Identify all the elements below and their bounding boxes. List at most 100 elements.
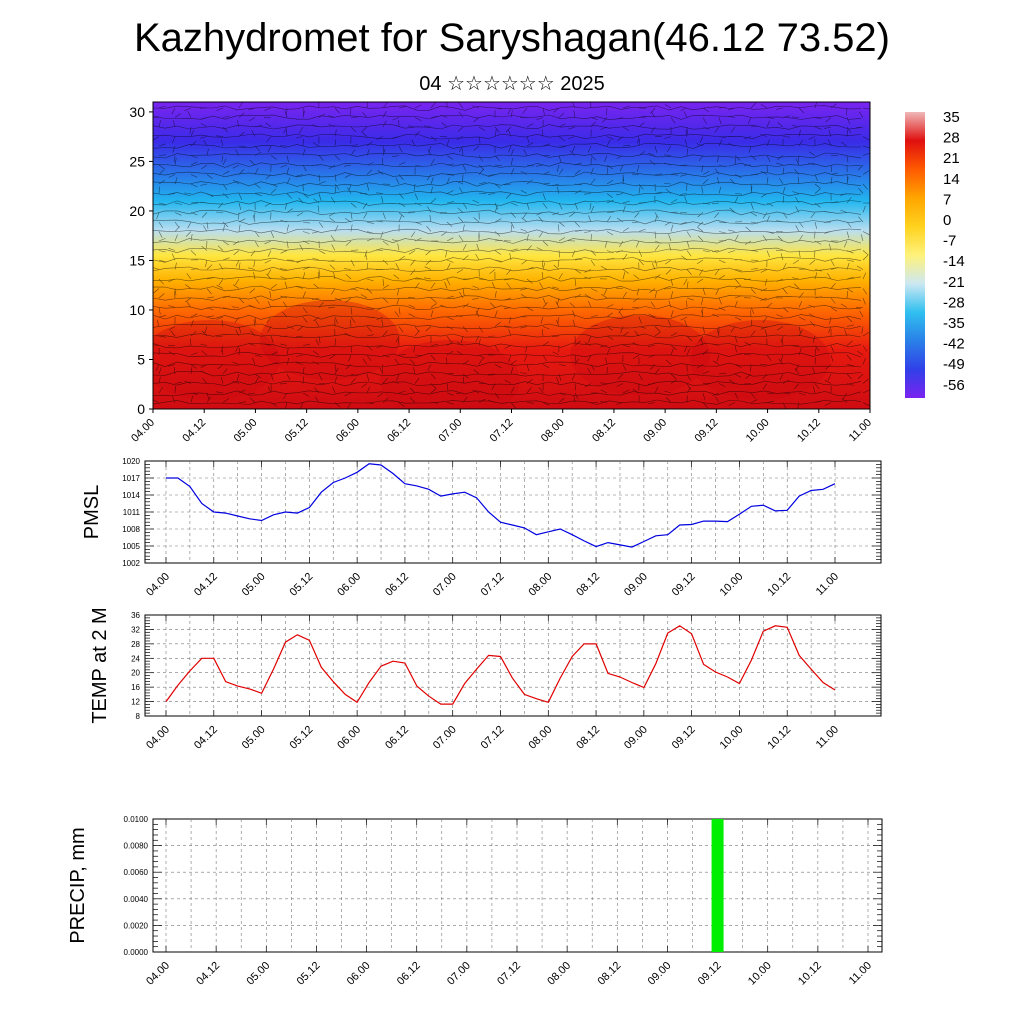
barb-tick — [862, 357, 866, 365]
barb-tick — [424, 125, 432, 128]
barb-tick — [345, 274, 352, 280]
barb-tick — [542, 328, 544, 337]
barb-tick — [222, 307, 230, 310]
barb-tick — [382, 354, 390, 358]
barb-tick — [824, 402, 832, 406]
barb-tick — [475, 335, 480, 343]
warm-core — [570, 315, 710, 395]
barb-tick — [795, 225, 800, 232]
barb-tick — [174, 158, 177, 166]
barb-tick — [808, 136, 816, 140]
barb-tick — [318, 302, 324, 308]
barb-tick — [750, 186, 753, 194]
barb-tick — [750, 202, 754, 210]
barb-tick — [622, 227, 630, 232]
x-tick-label: 04.12 — [192, 724, 220, 752]
x-tick-label: 07.00 — [445, 960, 473, 988]
barb-tick — [397, 243, 400, 251]
barb-tick — [344, 268, 352, 270]
barb-tick — [734, 316, 742, 321]
barb-tick — [334, 364, 337, 372]
barb-tick — [858, 216, 864, 223]
barb-tick — [728, 107, 736, 111]
barb-tick — [318, 221, 324, 228]
barb-tick — [862, 389, 870, 394]
barb-tick — [590, 205, 595, 213]
barb-tick — [778, 358, 784, 365]
barb-tick — [556, 164, 560, 172]
barb-tick — [664, 390, 672, 394]
barb-tick — [782, 115, 790, 118]
barb-tick — [846, 354, 852, 361]
barb-line — [153, 247, 862, 254]
barb-tick — [521, 259, 528, 265]
barb-tick — [734, 278, 740, 285]
barb-tick — [520, 326, 528, 329]
barb-tick — [830, 177, 833, 185]
barb-tick — [366, 307, 374, 309]
barb-tick — [734, 373, 742, 378]
barb-tick — [446, 402, 454, 405]
barb-tick — [382, 157, 384, 166]
barb-tick — [590, 259, 596, 267]
barb-tick — [366, 141, 373, 147]
barb-tick — [702, 117, 707, 124]
y-axis-label: PMSL — [81, 485, 103, 539]
barb-tick — [701, 186, 704, 194]
barb-tick — [556, 186, 560, 194]
barb-tick — [574, 269, 581, 274]
barb-tick — [398, 354, 407, 356]
barb-tick — [286, 177, 291, 185]
barb-tick — [814, 174, 818, 182]
barb-tick — [526, 142, 534, 147]
barb-tick — [314, 387, 320, 394]
barb-tick — [508, 145, 512, 153]
barb-tick — [174, 212, 182, 216]
barb-tick — [734, 155, 741, 161]
barb-tick — [475, 253, 480, 261]
barb-tick — [430, 297, 437, 303]
barb-tick — [862, 231, 870, 235]
barb-tick — [766, 231, 774, 234]
barb-tick — [760, 326, 768, 330]
barb-tick — [542, 402, 550, 406]
x-tick-label: 04.12 — [194, 960, 222, 988]
barb-tick — [750, 267, 758, 270]
barb-tick — [551, 335, 560, 337]
barb-tick — [798, 348, 802, 356]
barb-tick — [702, 126, 710, 130]
barb-tick — [302, 316, 308, 323]
barb-tick — [233, 179, 240, 185]
barb-tick — [862, 145, 870, 149]
barb-tick — [254, 231, 260, 238]
barb-tick — [200, 117, 208, 120]
page-subtitle: 04 ☆☆☆☆☆☆ 2025 — [419, 73, 605, 95]
barb-tick — [206, 264, 213, 270]
barb-tick — [526, 266, 534, 270]
barb-tick — [542, 143, 550, 147]
x-tick-label: 11.00 — [814, 724, 841, 751]
barb-tick — [730, 126, 736, 133]
barb-tick — [174, 262, 177, 270]
barb-tick — [622, 331, 629, 337]
barb-tick — [680, 174, 688, 177]
barb-tick — [382, 148, 386, 156]
barb-tick — [622, 364, 627, 371]
barb-tick — [728, 250, 736, 253]
barb-tick — [526, 202, 530, 210]
barb-tick — [430, 383, 437, 389]
barb-tick — [840, 303, 848, 308]
barb-tick — [794, 169, 800, 175]
barb-tick — [286, 348, 289, 356]
barb-tick — [217, 245, 224, 251]
barb-tick — [584, 294, 592, 299]
barb-tick — [350, 319, 352, 327]
barb-tick — [282, 301, 288, 308]
barb-tick — [647, 383, 656, 385]
barb-tick — [606, 304, 614, 308]
barb-tick — [186, 273, 192, 280]
barb-tick — [458, 145, 464, 153]
barb-tick — [714, 168, 720, 175]
barb-tick — [158, 221, 164, 229]
